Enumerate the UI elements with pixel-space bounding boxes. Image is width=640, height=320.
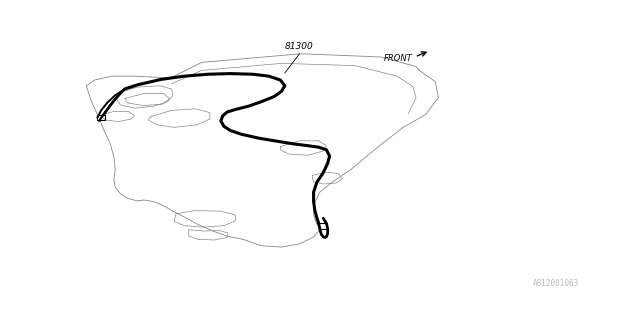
Bar	[319, 223, 327, 229]
Text: FRONT: FRONT	[384, 54, 413, 63]
Bar	[97, 115, 105, 120]
Text: A812001063: A812001063	[533, 279, 579, 288]
Text: 81300: 81300	[285, 42, 314, 51]
